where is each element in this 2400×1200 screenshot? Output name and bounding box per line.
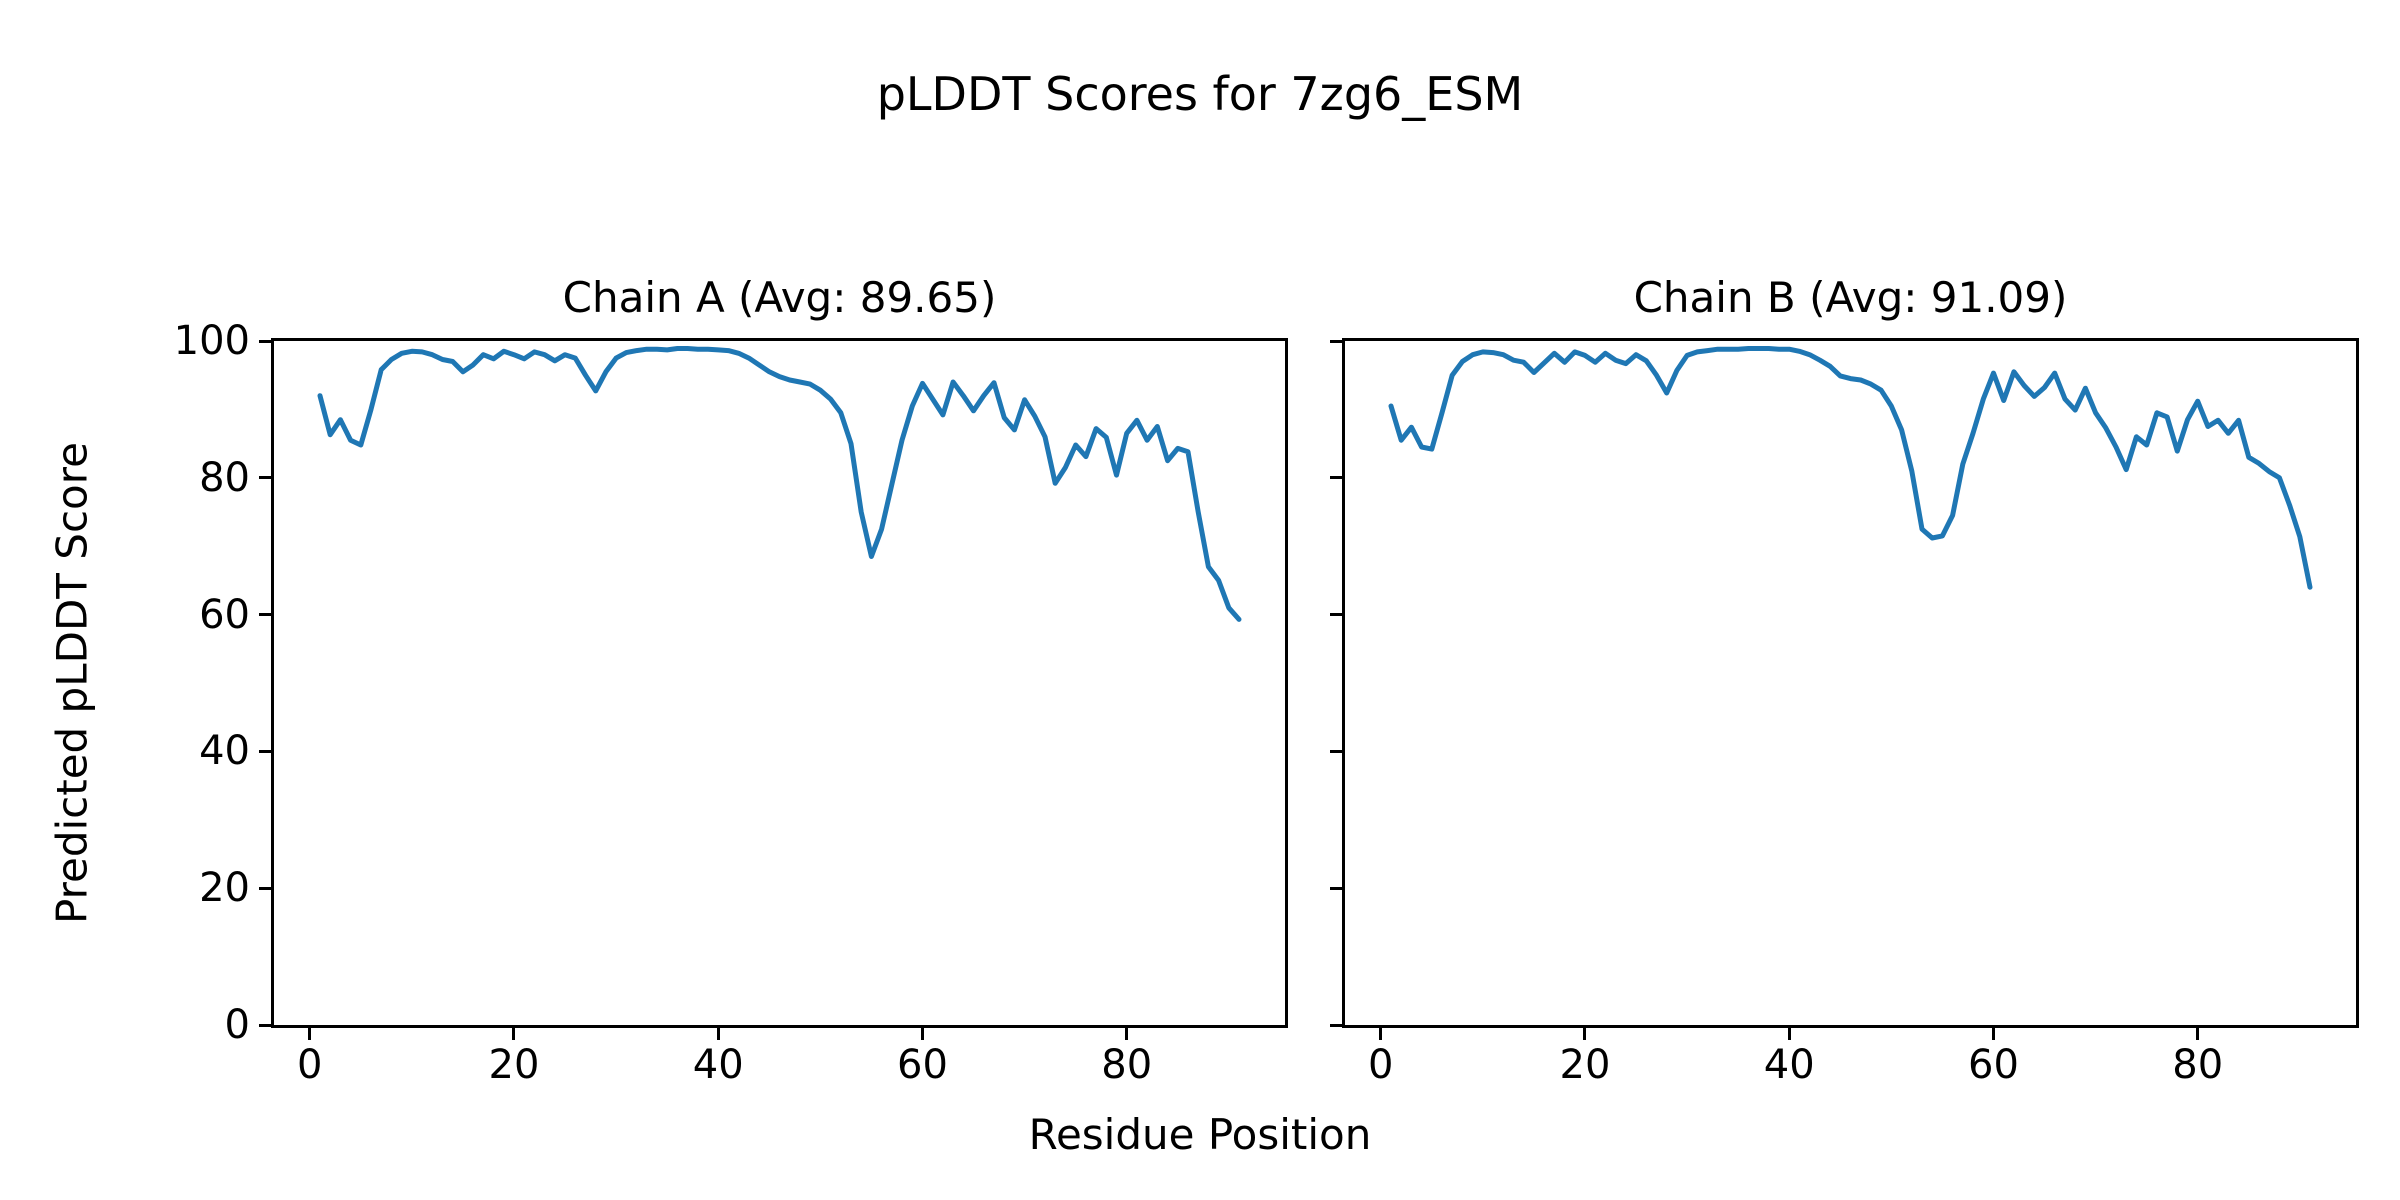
y-tick-mark [259,749,271,753]
y-tick-label: 40 [199,728,250,775]
x-tick-mark [920,1028,924,1040]
x-tick-label: 0 [1368,1042,1394,1088]
x-tick-mark [2196,1028,2200,1040]
chain-a-subplot-title: Chain A (Avg: 89.65) [562,273,997,322]
x-axis-label: Residue Position [1028,1110,1372,1159]
chain-b-subplot: Chain B (Avg: 91.09) 0 20 40 60 80 [1330,274,2359,1087]
y-tick-mark [259,476,271,480]
chain-a-subplot: Chain A (Avg: 89.65) 0 20 40 60 80 0 20 40 60 80 1… [174,274,1288,1087]
x-tick-label: 0 [297,1042,323,1088]
x-tick-label: 80 [2172,1042,2224,1088]
y-tick-mark [259,886,271,890]
y-tick-mark [1330,476,1342,480]
x-tick-label: 40 [1763,1042,1815,1088]
y-tick-mark [1330,886,1342,890]
y-tick-mark [1330,613,1342,617]
y-tick-mark [259,339,271,343]
x-tick-label: 60 [897,1042,948,1088]
x-tick-label: 40 [692,1042,744,1088]
x-tick-mark [1787,1028,1791,1040]
y-tick-label: 20 [199,865,250,912]
x-tick-label: 20 [488,1042,540,1088]
chain-a-line-chart [317,346,1242,622]
chain-a-plddt-line [317,346,1242,622]
y-tick-label: 80 [199,454,250,501]
x-tick-label: 60 [1968,1042,2019,1088]
y-tick-mark [1330,1023,1342,1027]
x-tick-mark [1125,1028,1129,1040]
y-tick-label: 100 [173,318,250,364]
chain-b-plddt-line [1388,346,2313,590]
figure-title: pLDDT Scores for 7zg6_ESM [876,67,1524,121]
x-tick-mark [308,1028,312,1040]
chain-b-line-chart [1388,346,2313,590]
y-axis-label: Predicted pLDDT Score [47,442,97,924]
y-tick-label: 60 [199,591,250,638]
y-tick-mark [259,613,271,617]
y-tick-label: 0 [224,1002,250,1048]
x-tick-mark [1379,1028,1383,1040]
x-tick-mark [716,1028,720,1040]
x-tick-label: 80 [1101,1042,1153,1088]
y-tick-mark [259,1023,271,1027]
y-tick-mark [1330,339,1342,343]
x-tick-label: 20 [1559,1042,1611,1088]
x-tick-mark [1991,1028,1995,1040]
x-tick-mark [512,1028,516,1040]
y-tick-mark [1330,749,1342,753]
x-tick-mark [1583,1028,1587,1040]
chain-b-subplot-title: Chain B (Avg: 91.09) [1633,273,2068,322]
